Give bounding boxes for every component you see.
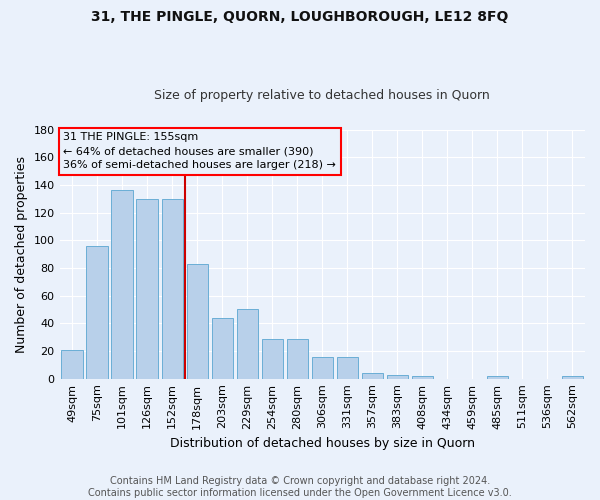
Bar <box>337 356 358 378</box>
Bar <box>362 373 383 378</box>
Bar <box>487 376 508 378</box>
Bar <box>212 318 233 378</box>
Bar <box>187 264 208 378</box>
Y-axis label: Number of detached properties: Number of detached properties <box>15 156 28 352</box>
X-axis label: Distribution of detached houses by size in Quorn: Distribution of detached houses by size … <box>170 437 475 450</box>
Bar <box>311 356 333 378</box>
Text: Contains HM Land Registry data © Crown copyright and database right 2024.
Contai: Contains HM Land Registry data © Crown c… <box>88 476 512 498</box>
Bar <box>287 338 308 378</box>
Text: 31 THE PINGLE: 155sqm
← 64% of detached houses are smaller (390)
36% of semi-det: 31 THE PINGLE: 155sqm ← 64% of detached … <box>63 132 336 170</box>
Bar <box>61 350 83 378</box>
Bar <box>262 338 283 378</box>
Bar <box>136 199 158 378</box>
Bar <box>562 376 583 378</box>
Bar <box>412 376 433 378</box>
Bar <box>236 310 258 378</box>
Bar <box>387 374 408 378</box>
Title: Size of property relative to detached houses in Quorn: Size of property relative to detached ho… <box>154 89 490 102</box>
Bar <box>161 199 183 378</box>
Bar <box>112 190 133 378</box>
Text: 31, THE PINGLE, QUORN, LOUGHBOROUGH, LE12 8FQ: 31, THE PINGLE, QUORN, LOUGHBOROUGH, LE1… <box>91 10 509 24</box>
Bar <box>86 246 108 378</box>
